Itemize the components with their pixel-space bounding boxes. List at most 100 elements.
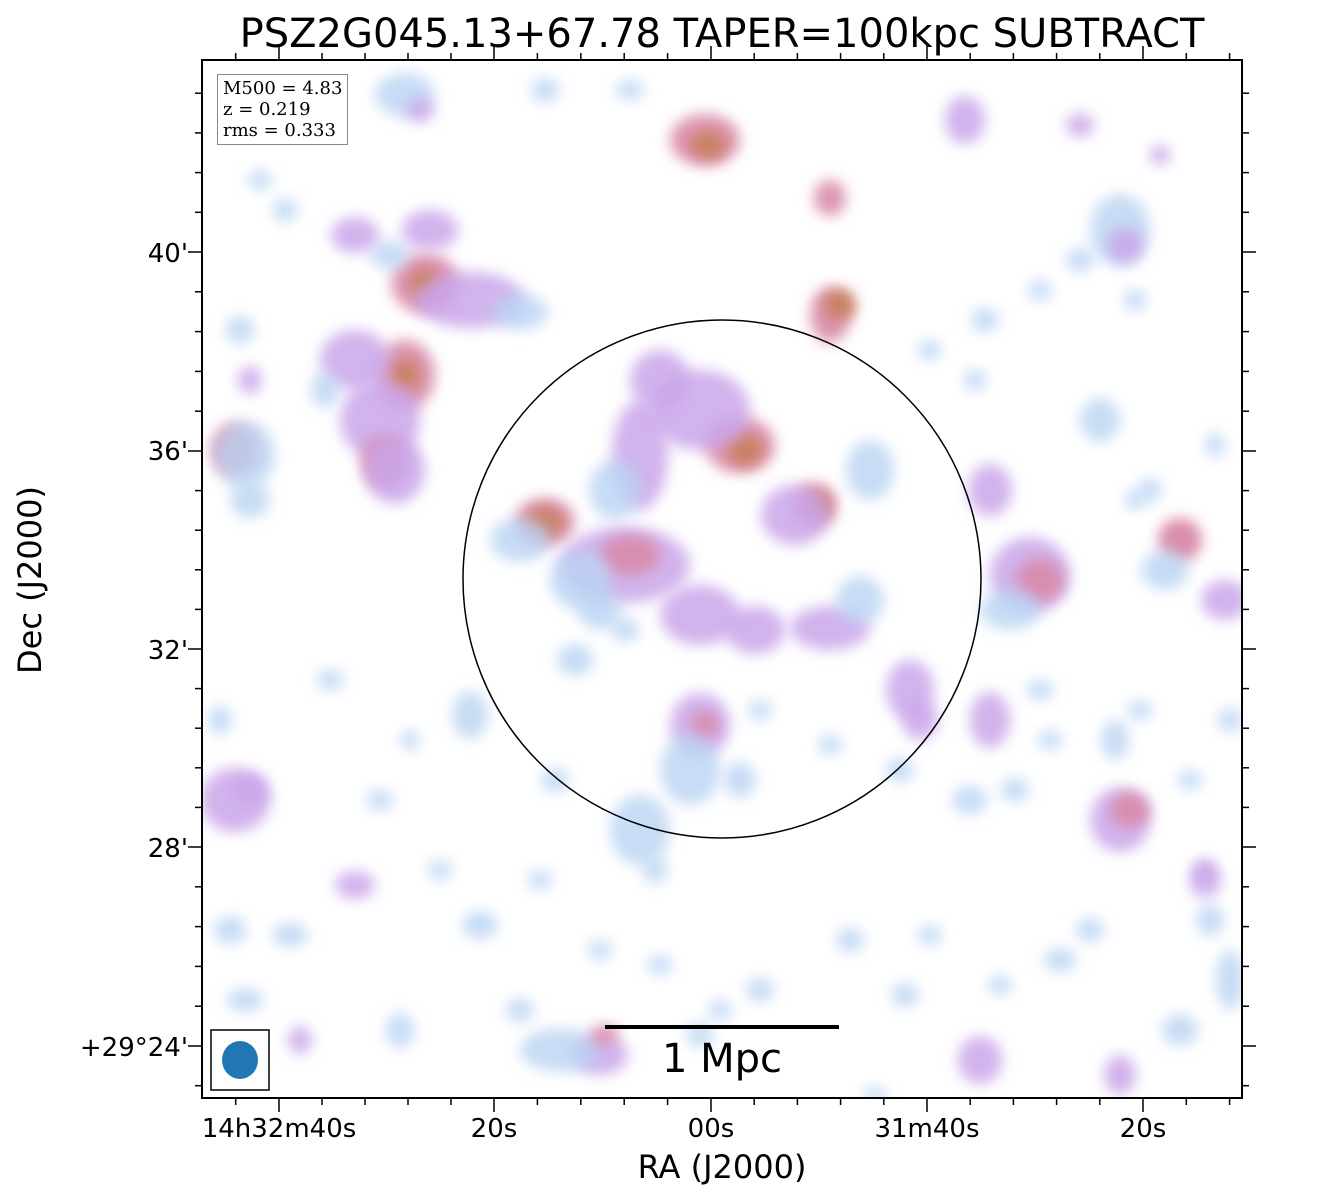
m500-text: M500 = 4.83 — [223, 78, 343, 99]
axis-ticks — [188, 46, 1256, 1112]
plot-background — [202, 60, 1242, 1098]
emission-blob — [818, 735, 842, 755]
emission-blob — [406, 98, 434, 122]
emission-blob — [320, 330, 390, 390]
emission-blob — [288, 1026, 312, 1054]
emission-blob — [836, 576, 884, 624]
emission-blob — [335, 871, 375, 899]
emission-blob — [1028, 280, 1052, 300]
emission-blob — [610, 795, 670, 865]
emission-blob — [1101, 720, 1129, 760]
emission-blob — [1110, 792, 1150, 828]
emission-blob — [968, 464, 1012, 516]
emission-blob — [1123, 290, 1147, 310]
emission-blob — [462, 911, 498, 939]
y-tick-labels: 40' 36' 32' 28' +29°24' — [80, 239, 188, 1063]
emission-blob — [643, 856, 667, 884]
emission-blob — [1107, 227, 1143, 263]
emission-blob — [1218, 708, 1242, 732]
emission-blob — [316, 670, 344, 690]
emission-blob — [1150, 145, 1170, 165]
emission-blob — [1001, 778, 1029, 802]
emission-blob — [660, 735, 720, 805]
y-tick-label: 32' — [148, 636, 188, 666]
emission-blob — [226, 316, 254, 344]
emission-blob — [958, 1036, 1002, 1084]
emission-blob — [963, 370, 987, 390]
emission-blob — [370, 241, 410, 269]
emission-blob — [648, 955, 672, 975]
emission-blob — [902, 700, 938, 740]
emission-blob — [1196, 904, 1224, 936]
emission-blob — [531, 78, 559, 102]
emission-blob — [980, 590, 1040, 630]
emission-blob — [970, 692, 1010, 748]
plot-frame — [201, 59, 1243, 1099]
emission-blob — [1162, 1014, 1198, 1046]
emission-blob — [541, 768, 569, 792]
rms-text: rms = 0.333 — [223, 120, 336, 141]
emission-blob — [452, 691, 488, 739]
emission-blob — [400, 730, 420, 750]
emission-blob — [1026, 680, 1054, 700]
emission-blob — [365, 436, 425, 504]
emission-blob — [578, 590, 622, 630]
emission-blob — [708, 1000, 732, 1020]
x-tick-label: 20s — [1120, 1114, 1167, 1144]
emission-blob — [1128, 700, 1152, 720]
cluster-info-box: M500 = 4.83 z = 0.219 rms = 0.333 — [217, 74, 349, 145]
emission-blob — [1178, 770, 1202, 790]
emission-blob — [1201, 580, 1242, 620]
emission-blob — [1044, 948, 1076, 972]
y-axis-label: Dec (J2000) — [11, 486, 49, 674]
scalebar-label: 1 Mpc — [662, 1036, 782, 1082]
emission-blob — [520, 1028, 600, 1072]
emission-blob — [1016, 558, 1064, 602]
emission-blob — [952, 786, 988, 814]
emission-blob — [600, 535, 660, 575]
emission-blob — [528, 870, 552, 890]
emission-blob — [591, 1025, 619, 1045]
emission-blob — [1168, 528, 1192, 552]
emission-blob — [846, 440, 894, 500]
beam-ellipse — [222, 1041, 258, 1079]
emission-blob — [945, 96, 985, 144]
emission-blob — [1080, 398, 1120, 442]
emission-blob — [863, 1087, 887, 1098]
emission-blob — [490, 518, 550, 562]
emission-blob — [1066, 113, 1094, 137]
emission-blob — [814, 180, 846, 216]
emission-blob — [611, 618, 639, 642]
emission-blob — [273, 198, 297, 222]
x-axis-label: RA (J2000) — [637, 1148, 807, 1186]
emission-blob — [311, 372, 339, 408]
emission-blob — [1038, 730, 1062, 750]
emission-blob — [660, 585, 740, 645]
x-tick-label: 20s — [471, 1114, 518, 1144]
emission-blob — [891, 983, 919, 1007]
emission-blob — [971, 308, 999, 332]
emission-blob — [227, 988, 263, 1012]
emission-blob — [836, 928, 864, 952]
emission-blob — [248, 170, 272, 190]
r500-circle — [462, 319, 982, 839]
emission-blob — [824, 289, 856, 321]
emission-blob — [1216, 950, 1242, 1010]
emission-blob — [616, 80, 644, 100]
emission-blob — [402, 210, 458, 250]
radio-emission-map — [202, 73, 1242, 1098]
y-tick-label: 40' — [148, 239, 188, 269]
y-tick-label: +29°24' — [80, 1033, 188, 1063]
emission-blob — [1076, 918, 1104, 942]
emission-blob — [690, 131, 726, 159]
emission-blob — [214, 916, 246, 944]
x-tick-label: 00s — [688, 1114, 735, 1144]
emission-blob — [272, 923, 308, 947]
emission-blob — [748, 700, 772, 720]
emission-blob — [588, 940, 612, 960]
emission-blob — [1205, 433, 1225, 457]
emission-blob — [391, 359, 419, 391]
emission-blob — [1104, 1055, 1136, 1095]
x-tick-label: 14h32m40s — [202, 1114, 357, 1144]
